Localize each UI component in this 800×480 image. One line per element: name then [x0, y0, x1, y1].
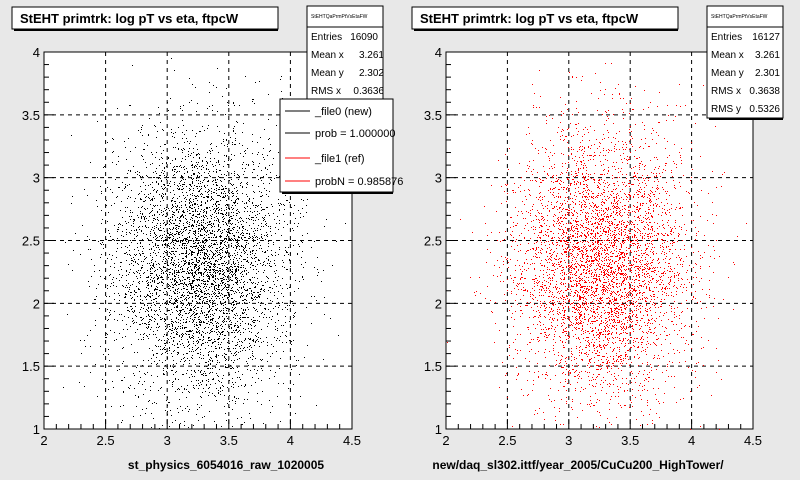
legend-label-probN: probN = 0.985876 — [315, 176, 403, 188]
right-stats-header: StEHTQaPrmPtVsEtaFW — [711, 14, 768, 20]
left-y-tick-label-6: 4 — [33, 45, 40, 60]
left-stats-value-1: 3.261 — [359, 50, 384, 61]
right-y-tick-label-5: 3.5 — [424, 108, 442, 123]
right-title-shadow — [414, 29, 678, 31]
right-stats-value-2: 2.301 — [755, 68, 780, 79]
left-stats-header: StEHTQaPrmPtVsEtaFW — [311, 14, 368, 20]
left-stats-label-0: Entries — [311, 32, 342, 43]
right-title: StEHT primtrk: log pT vs eta, ftpcW — [420, 11, 639, 26]
left-stats-label-1: Mean x — [311, 50, 344, 61]
right-stats-value-4: 0.5326 — [749, 104, 780, 115]
right-stats-value-0: 16127 — [752, 32, 780, 43]
left-x-tick-label-1: 2.5 — [97, 433, 115, 448]
right-y-tick-label-4: 3 — [435, 171, 442, 186]
left-y-tick-label-4: 3 — [33, 171, 40, 186]
legend-box: _file0 (new) prob = 1.000000 _file1 (ref… — [279, 98, 403, 194]
right-axis-ticks: 2 2.5 3 3.5 4 4.5 1 1.5 2 2.5 3 3.5 4 — [424, 45, 762, 448]
right-stats-value-3: 0.3638 — [749, 86, 780, 97]
left-y-tick-label-2: 2 — [33, 296, 40, 311]
right-panel: 2 2.5 3 3.5 4 4.5 1 1.5 2 2.5 3 3.5 4 StEHT primtrk:… — [411, 5, 784, 472]
left-stats-value-3: 0.3636 — [353, 86, 384, 97]
right-x-tick-label-4: 4 — [688, 433, 695, 448]
legend-label-new: _file0 (new) — [314, 106, 372, 118]
left-stats-box: StEHTQaPrmPtVsEtaFW Entries 16090 Mean x… — [306, 5, 384, 113]
left-x-tick-label-0: 2 — [40, 433, 47, 448]
left-title: StEHT primtrk: log pT vs eta, ftpcW — [20, 11, 239, 26]
right-stats-label-0: Entries — [711, 32, 742, 43]
legend-label-prob: prob = 1.000000 — [315, 128, 395, 140]
left-x-tick-label-3: 3.5 — [220, 433, 238, 448]
right-stats-value-1: 3.261 — [755, 50, 780, 61]
right-stats-label-1: Mean x — [711, 50, 744, 61]
left-panel: 2 2.5 3 3.5 4 4.5 1 1.5 2 2.5 3 3.5 4 StEHT primtrk:… — [11, 5, 403, 472]
right-x-tick-label-3: 3.5 — [621, 433, 639, 448]
right-stats-box: StEHTQaPrmPtVsEtaFW Entries 16127 Mean x… — [706, 5, 784, 120]
legend-label-ref: _file1 (ref) — [314, 153, 365, 165]
right-stats-label-2: Mean y — [711, 68, 744, 79]
left-x-tick-label-2: 3 — [164, 433, 171, 448]
right-x-tick-label-0: 2 — [442, 433, 449, 448]
right-y-tick-label-2: 2 — [435, 296, 442, 311]
right-x-axis-label: new/daq_sl302.ittf/year_2005/CuCu200_Hig… — [432, 458, 724, 472]
right-y-tick-label-0: 1 — [435, 422, 442, 437]
right-y-tick-label-1: 1.5 — [424, 359, 442, 374]
left-y-tick-label-5: 3.5 — [22, 108, 40, 123]
left-y-tick-label-0: 1 — [33, 422, 40, 437]
left-x-axis-label: st_physics_6054016_raw_1020005 — [128, 458, 324, 472]
right-y-tick-label-6: 4 — [435, 45, 442, 60]
left-y-tick-label-3: 2.5 — [22, 234, 40, 249]
right-y-tick-label-3: 2.5 — [424, 234, 442, 249]
right-x-tick-label-5: 4.5 — [744, 433, 762, 448]
left-title-shadow — [14, 29, 278, 31]
right-stats-label-4: RMS y — [711, 104, 741, 115]
left-axis-ticks: 2 2.5 3 3.5 4 4.5 1 1.5 2 2.5 3 3.5 4 — [22, 45, 361, 448]
left-stats-value-0: 16090 — [350, 32, 378, 43]
right-stats-label-3: RMS x — [711, 86, 741, 97]
right-x-tick-label-2: 3 — [565, 433, 572, 448]
left-stats-value-2: 2.302 — [359, 68, 384, 79]
left-x-tick-label-4: 4 — [287, 433, 294, 448]
left-stats-label-2: Mean y — [311, 68, 344, 79]
left-stats-label-3: RMS x — [311, 86, 341, 97]
left-x-tick-label-5: 4.5 — [343, 433, 361, 448]
left-y-tick-label-1: 1.5 — [22, 359, 40, 374]
right-x-tick-label-1: 2.5 — [498, 433, 516, 448]
